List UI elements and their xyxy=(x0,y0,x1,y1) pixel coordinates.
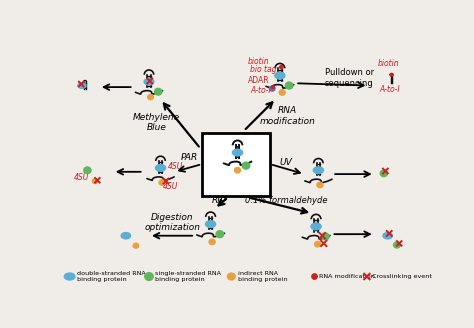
Ellipse shape xyxy=(216,231,224,238)
Ellipse shape xyxy=(155,165,165,171)
Circle shape xyxy=(272,86,274,89)
Ellipse shape xyxy=(311,223,321,230)
Ellipse shape xyxy=(206,221,216,228)
Text: ADAR: ADAR xyxy=(247,76,269,85)
Ellipse shape xyxy=(380,170,387,177)
Ellipse shape xyxy=(147,94,154,100)
Text: Digestion
optimization: Digestion optimization xyxy=(144,213,200,232)
Text: double-stranded RNA
binding protein: double-stranded RNA binding protein xyxy=(77,271,146,282)
Text: PAR: PAR xyxy=(181,153,199,162)
Text: RNA modification: RNA modification xyxy=(319,274,375,279)
Text: RNA
modification: RNA modification xyxy=(260,106,316,126)
Ellipse shape xyxy=(159,180,165,185)
Ellipse shape xyxy=(78,83,86,88)
Text: 4SU: 4SU xyxy=(163,182,178,191)
Ellipse shape xyxy=(321,233,329,240)
Ellipse shape xyxy=(121,233,131,239)
Text: A-to-I: A-to-I xyxy=(380,86,401,94)
Text: Pulldown or
sequencing: Pulldown or sequencing xyxy=(325,68,374,88)
Bar xyxy=(202,133,270,196)
Text: biotin: biotin xyxy=(247,57,269,66)
Ellipse shape xyxy=(393,242,400,248)
Ellipse shape xyxy=(64,273,75,280)
Text: RIP: RIP xyxy=(212,196,226,205)
Circle shape xyxy=(312,274,317,279)
Ellipse shape xyxy=(133,243,139,248)
Text: Methylene
Blue: Methylene Blue xyxy=(133,113,180,132)
Text: 4SU: 4SU xyxy=(74,173,90,182)
Text: 4SU: 4SU xyxy=(168,162,183,172)
Ellipse shape xyxy=(242,162,250,169)
Ellipse shape xyxy=(92,178,98,184)
Text: biotin: biotin xyxy=(378,59,399,68)
Ellipse shape xyxy=(317,182,323,188)
Text: 0.1% formaldehyde: 0.1% formaldehyde xyxy=(245,196,327,205)
Ellipse shape xyxy=(144,78,154,85)
Ellipse shape xyxy=(279,90,285,95)
Ellipse shape xyxy=(315,241,320,247)
Text: bio tag: bio tag xyxy=(250,65,276,74)
Ellipse shape xyxy=(285,82,293,89)
Text: UV: UV xyxy=(280,158,292,167)
Ellipse shape xyxy=(269,86,275,91)
Ellipse shape xyxy=(209,239,215,245)
Text: single-stranded RNA
binding protein: single-stranded RNA binding protein xyxy=(155,271,221,282)
Text: Crosslinking event: Crosslinking event xyxy=(372,274,431,279)
Ellipse shape xyxy=(155,88,162,95)
Circle shape xyxy=(280,66,283,69)
Circle shape xyxy=(390,73,393,76)
Text: A-to-I: A-to-I xyxy=(251,86,271,95)
Ellipse shape xyxy=(84,167,91,174)
Ellipse shape xyxy=(275,72,285,79)
Ellipse shape xyxy=(313,167,323,174)
Ellipse shape xyxy=(228,273,235,280)
Ellipse shape xyxy=(145,273,153,280)
Text: indirect RNA
binding protein: indirect RNA binding protein xyxy=(237,271,287,282)
Ellipse shape xyxy=(235,168,240,173)
Ellipse shape xyxy=(232,149,243,156)
Ellipse shape xyxy=(383,233,392,239)
